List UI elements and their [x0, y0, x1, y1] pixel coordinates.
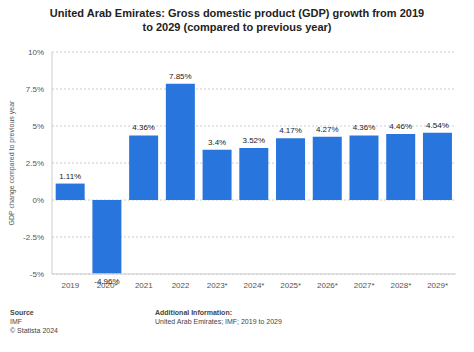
svg-text:2027*: 2027*: [354, 281, 375, 290]
html-text:© Statista 2024: © Statista 2024: [10, 327, 58, 334]
svg-text:-5%: -5%: [30, 270, 44, 279]
svg-text:4.36%: 4.36%: [353, 123, 376, 132]
svg-text:GDP change compared to previou: GDP change compared to previous year: [8, 100, 16, 225]
svg-text:4.46%: 4.46%: [389, 122, 412, 131]
svg-text:2026*: 2026*: [317, 281, 338, 290]
svg-text:4.54%: 4.54%: [426, 121, 449, 130]
html-text:IMF: IMF: [10, 318, 23, 325]
svg-text:3.52%: 3.52%: [242, 136, 265, 145]
svg-text:2028*: 2028*: [390, 281, 411, 290]
svg-text:0%: 0%: [32, 196, 44, 205]
svg-text:7.5%: 7.5%: [26, 85, 44, 94]
html-text:United Arab Emirates: Gross do: United Arab Emirates: Gross domestic pro…: [49, 7, 425, 33]
svg-text:4.27%: 4.27%: [316, 125, 339, 134]
svg-text:5%: 5%: [32, 122, 44, 131]
svg-text:-4.96%: -4.96%: [94, 277, 119, 286]
svg-text:1.11%: 1.11%: [59, 172, 81, 181]
svg-text:4.17%: 4.17%: [279, 126, 302, 135]
svg-text:2022: 2022: [172, 281, 190, 290]
svg-text:2019: 2019: [61, 281, 79, 290]
svg-text:2021: 2021: [135, 281, 153, 290]
svg-text:4.36%: 4.36%: [132, 123, 155, 132]
html-text:Source: Source: [10, 309, 34, 316]
svg-text:3.4%: 3.4%: [208, 138, 226, 147]
svg-text:2023*: 2023*: [207, 281, 228, 290]
svg-text:-2.5%: -2.5%: [23, 233, 44, 242]
svg-text:2024*: 2024*: [244, 281, 265, 290]
svg-text:2025*: 2025*: [280, 281, 301, 290]
svg-text:2.5%: 2.5%: [26, 159, 44, 168]
svg-text:7.85%: 7.85%: [169, 72, 192, 81]
svg-text:2029*: 2029*: [427, 281, 448, 290]
html-text:Additional Information:: Additional Information:: [155, 309, 232, 316]
svg-text:10%: 10%: [28, 48, 44, 57]
html-text:United Arab Emirates; IMF; 201: United Arab Emirates; IMF; 2019 to 2029: [155, 318, 282, 325]
